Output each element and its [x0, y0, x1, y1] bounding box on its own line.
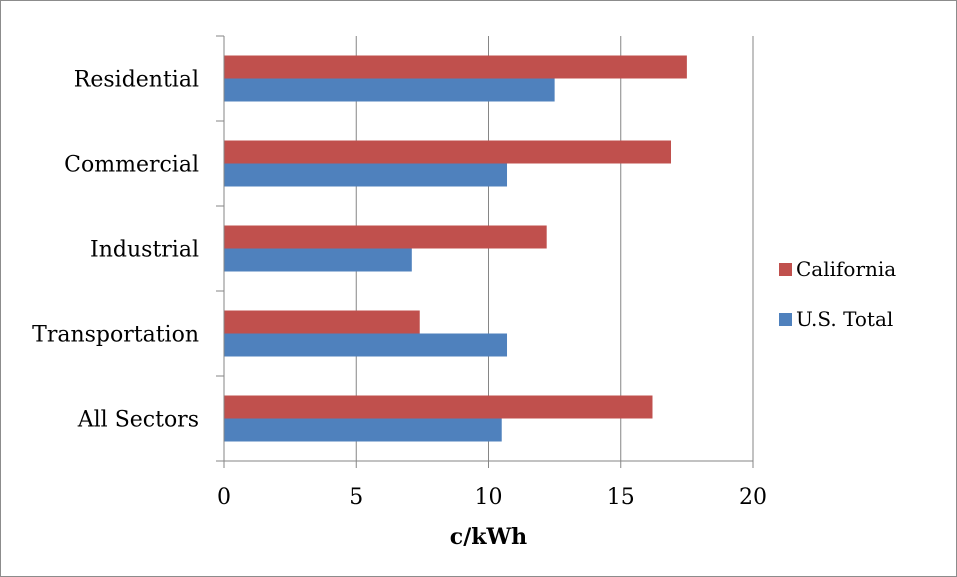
- bar-california-all-sectors: [224, 395, 653, 419]
- category-label: Industrial: [90, 238, 199, 263]
- bar-u-s-total-residential: [224, 78, 555, 102]
- legend-label: California: [796, 257, 896, 281]
- legend: California U.S. Total: [779, 257, 896, 331]
- bar-u-s-total-industrial: [224, 248, 412, 272]
- bar-california-transportation: [224, 310, 420, 334]
- category-label: All Sectors: [77, 408, 199, 433]
- legend-label: U.S. Total: [796, 307, 893, 331]
- tick-labels: 0 5 10 15 20: [217, 485, 767, 510]
- category-labels: Residential Commercial Industrial Transport…: [32, 68, 199, 433]
- axes: [216, 35, 754, 468]
- bar-california-residential: [224, 55, 687, 79]
- legend-swatch: [779, 313, 792, 326]
- x-tick-label: 15: [607, 485, 635, 510]
- x-tick-label: 10: [475, 485, 503, 510]
- bar-california-industrial: [224, 225, 547, 249]
- bar-u-s-total-all-sectors: [224, 418, 502, 442]
- x-tick-label: 20: [739, 485, 767, 510]
- bar-u-s-total-transportation: [224, 333, 508, 357]
- bar-u-s-total-commercial: [224, 163, 508, 187]
- category-label: Transportation: [32, 323, 199, 348]
- x-axis-title: c/kWh: [450, 524, 527, 550]
- legend-swatch: [779, 263, 792, 276]
- category-label: Residential: [74, 68, 199, 93]
- bars: [224, 55, 687, 442]
- category-label: Commercial: [64, 153, 199, 178]
- bar-california-commercial: [224, 140, 672, 164]
- x-tick-label: 0: [217, 485, 231, 510]
- x-tick-label: 5: [349, 485, 363, 510]
